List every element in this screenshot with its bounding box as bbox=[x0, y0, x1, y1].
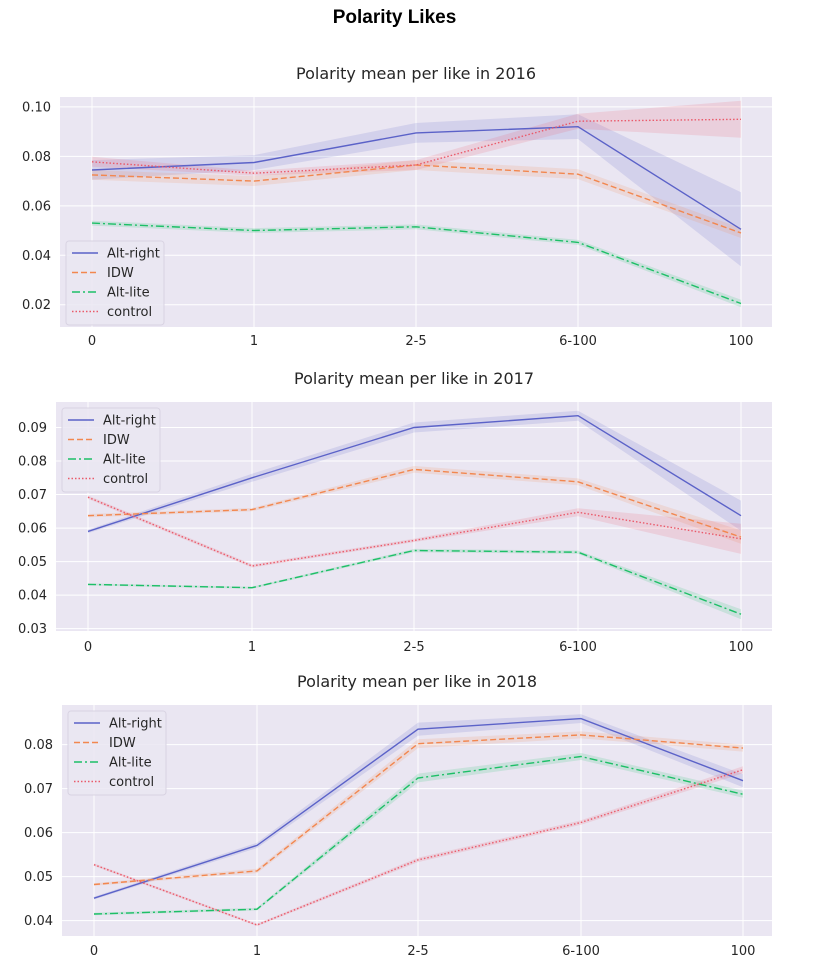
y-tick-label: 0.06 bbox=[24, 826, 53, 841]
chart-panel-3: Polarity mean per like in 2018 0.08 0.07 0.… bbox=[24, 672, 772, 959]
x-tick-label: 100 bbox=[729, 334, 754, 349]
legend-label: control bbox=[109, 775, 154, 790]
legend-box bbox=[61, 407, 161, 493]
series-line-idw bbox=[87, 468, 742, 538]
series-line-alt-right bbox=[87, 414, 742, 533]
legend-box bbox=[67, 710, 167, 796]
x-tick-label: 1 bbox=[248, 640, 256, 655]
legend: Alt-right IDW Alt-lite control bbox=[67, 710, 167, 796]
y-tick-label: 0.03 bbox=[18, 622, 47, 637]
y-tick-label: 0.05 bbox=[24, 870, 53, 885]
series-group bbox=[87, 410, 742, 620]
x-tick-label: 0 bbox=[88, 334, 96, 349]
series-line-alt-lite bbox=[91, 222, 742, 305]
x-tick-label: 6-100 bbox=[562, 944, 600, 959]
y-tick-label: 0.09 bbox=[18, 421, 47, 436]
x-tick-label: 1 bbox=[250, 334, 258, 349]
legend-label: IDW bbox=[103, 433, 130, 448]
legend-label: IDW bbox=[109, 736, 136, 751]
y-tick-label: 0.04 bbox=[22, 249, 51, 264]
series-line-control bbox=[93, 769, 744, 926]
ci-band-control bbox=[92, 100, 741, 176]
x-tick-label: 0 bbox=[84, 640, 92, 655]
x-tick-label: 100 bbox=[729, 640, 754, 655]
y-tick-label: 0.07 bbox=[24, 782, 53, 797]
x-tick-label: 100 bbox=[731, 944, 756, 959]
y-tick-label: 0.08 bbox=[24, 738, 53, 753]
figure-title: Polarity Likes bbox=[332, 7, 457, 28]
legend-label: control bbox=[103, 472, 148, 487]
chart-panel-1: Polarity mean per like in 2016 0.10 0.08 0.… bbox=[22, 64, 772, 349]
chart-title: Polarity mean per like in 2017 bbox=[294, 369, 534, 388]
x-tick-label: 6-100 bbox=[559, 334, 597, 349]
y-tick-label: 0.10 bbox=[22, 100, 51, 115]
legend-label: Alt-right bbox=[107, 247, 160, 262]
legend-label: Alt-right bbox=[109, 717, 162, 732]
x-tick-label: 1 bbox=[253, 944, 261, 959]
series-line-idw bbox=[91, 164, 742, 234]
series-line-control bbox=[91, 118, 742, 174]
y-tick-label: 0.04 bbox=[18, 589, 47, 604]
series-group bbox=[93, 714, 744, 927]
ci-band-idw bbox=[92, 160, 741, 238]
legend-label: Alt-right bbox=[103, 414, 156, 429]
legend-box bbox=[65, 240, 165, 326]
legend-label: Alt-lite bbox=[103, 453, 146, 468]
x-tick-label: 6-100 bbox=[559, 640, 597, 655]
ci-band-control bbox=[88, 495, 741, 568]
y-tick-label: 0.08 bbox=[18, 455, 47, 470]
plot-area bbox=[62, 705, 772, 936]
legend-label: control bbox=[107, 305, 152, 320]
x-tick-label: 2-5 bbox=[405, 334, 426, 349]
legend-label: Alt-lite bbox=[107, 286, 150, 301]
y-tick-label: 0.08 bbox=[22, 150, 51, 165]
legend-label: Alt-lite bbox=[109, 756, 152, 771]
legend-label: IDW bbox=[107, 266, 134, 281]
y-tick-label: 0.06 bbox=[18, 522, 47, 537]
y-tick-label: 0.06 bbox=[22, 199, 51, 214]
series-line-alt-lite bbox=[93, 755, 744, 915]
chart-title: Polarity mean per like in 2018 bbox=[297, 672, 537, 691]
y-tick-label: 0.04 bbox=[24, 914, 53, 929]
x-tick-label: 2-5 bbox=[403, 640, 424, 655]
x-tick-label: 0 bbox=[90, 944, 98, 959]
legend: Alt-right IDW Alt-lite control bbox=[61, 407, 161, 493]
series-group bbox=[91, 100, 742, 308]
legend: Alt-right IDW Alt-lite control bbox=[65, 240, 165, 326]
series-line-idw bbox=[93, 734, 744, 886]
y-tick-label: 0.02 bbox=[22, 298, 51, 313]
y-tick-label: 0.05 bbox=[18, 555, 47, 570]
y-tick-label: 0.07 bbox=[18, 488, 47, 503]
chart-title: Polarity mean per like in 2016 bbox=[296, 64, 536, 83]
x-tick-label: 2-5 bbox=[407, 944, 428, 959]
chart-panel-2: Polarity mean per like in 2017 0.09 0.08 0.… bbox=[18, 369, 772, 655]
series-line-alt-right bbox=[91, 125, 742, 230]
